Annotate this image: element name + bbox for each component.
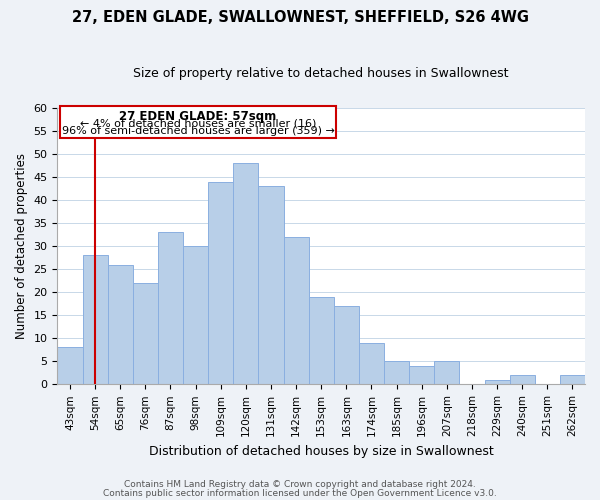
Text: 27, EDEN GLADE, SWALLOWNEST, SHEFFIELD, S26 4WG: 27, EDEN GLADE, SWALLOWNEST, SHEFFIELD, … (71, 10, 529, 25)
Text: 96% of semi-detached houses are larger (359) →: 96% of semi-detached houses are larger (… (62, 126, 335, 136)
Bar (233, 164, 259, 384)
Bar (158, 232, 183, 384)
Bar (259, 186, 284, 384)
Bar (183, 246, 208, 384)
Bar (208, 182, 233, 384)
Bar (107, 264, 133, 384)
FancyBboxPatch shape (60, 106, 336, 138)
Text: Contains HM Land Registry data © Crown copyright and database right 2024.: Contains HM Land Registry data © Crown c… (124, 480, 476, 489)
Title: Size of property relative to detached houses in Swallownest: Size of property relative to detached ho… (133, 68, 509, 80)
Text: Contains public sector information licensed under the Open Government Licence v3: Contains public sector information licen… (103, 488, 497, 498)
Bar (58, 348, 83, 385)
Bar (509, 375, 535, 384)
Bar (359, 343, 384, 384)
Bar (133, 283, 158, 384)
X-axis label: Distribution of detached houses by size in Swallownest: Distribution of detached houses by size … (149, 444, 494, 458)
Text: 27 EDEN GLADE: 57sqm: 27 EDEN GLADE: 57sqm (119, 110, 277, 123)
Text: ← 4% of detached houses are smaller (16): ← 4% of detached houses are smaller (16) (80, 118, 316, 128)
Y-axis label: Number of detached properties: Number of detached properties (15, 153, 28, 339)
Bar (384, 362, 409, 384)
Bar (409, 366, 434, 384)
Bar (334, 306, 359, 384)
Bar (434, 362, 460, 384)
Bar (284, 237, 308, 384)
Bar (308, 297, 334, 384)
Bar (485, 380, 509, 384)
Bar (83, 256, 107, 384)
Bar (560, 375, 585, 384)
